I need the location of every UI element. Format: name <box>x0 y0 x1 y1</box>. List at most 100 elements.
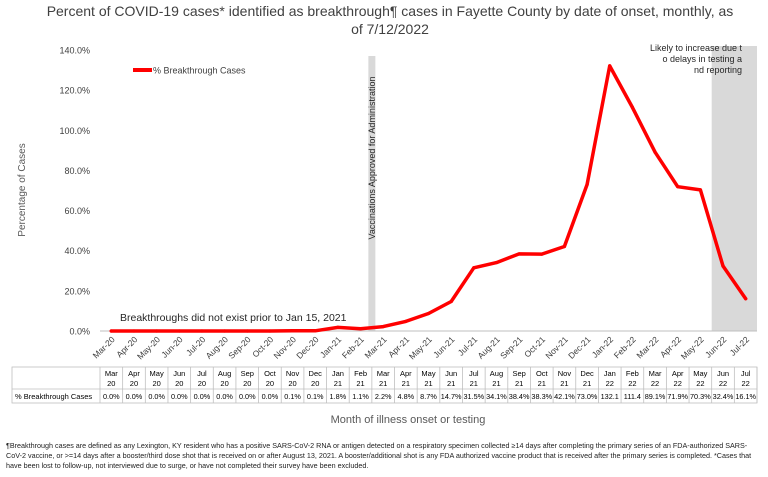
table-column-header: Jun 22 <box>717 369 729 388</box>
table-cell-value: 71.9% <box>667 392 688 401</box>
x-tick-label: Jun-22 <box>703 334 729 360</box>
breakthrough-annotation: Breakthroughs did not exist prior to Jan… <box>120 312 347 324</box>
table-header-year: 21 <box>538 379 546 388</box>
table-column-header: Jun 20 <box>173 369 185 388</box>
table-header-year: 21 <box>492 379 500 388</box>
data-point <box>562 244 567 249</box>
table-column-header: Apr 20 <box>128 369 140 388</box>
table-header-year: 21 <box>515 379 523 388</box>
table-header-year: 21 <box>583 379 591 388</box>
data-point <box>132 329 136 333</box>
table-header-month: Apr <box>672 369 684 378</box>
table-column-header: May 22 <box>693 369 707 388</box>
table-column-header: Mar 22 <box>649 369 662 388</box>
table-header-month: Jun <box>717 369 729 378</box>
table-header-month: Mar <box>377 369 390 378</box>
x-tick-label: Jan-22 <box>590 334 616 360</box>
data-point <box>109 329 113 333</box>
table-cell-value: 0.0% <box>126 392 143 401</box>
x-tick-label: Jul-22 <box>728 334 752 358</box>
table-cell-value: 0.0% <box>103 392 120 401</box>
y-tick-label: 120.0% <box>59 86 90 96</box>
x-tick-label: Mar-21 <box>362 334 388 360</box>
table-header-year: 22 <box>696 379 704 388</box>
table-header-month: Dec <box>309 369 323 378</box>
table-header-year: 20 <box>198 379 206 388</box>
table-header-year: 21 <box>560 379 568 388</box>
table-cell-value: 1.8% <box>330 392 347 401</box>
table-header-year: 22 <box>651 379 659 388</box>
table-header-year: 21 <box>424 379 432 388</box>
table-header-year: 22 <box>606 379 614 388</box>
table-cell-value: 0.0% <box>194 392 211 401</box>
vaccination-marker-bar <box>368 56 376 331</box>
table-cell-value: 16.1% <box>735 392 756 401</box>
table-column-header: May 20 <box>150 369 164 388</box>
table-header-month: Jul <box>197 369 207 378</box>
x-tick-label: Aug-20 <box>204 334 231 361</box>
data-point <box>494 260 499 265</box>
data-point <box>268 329 272 333</box>
table-row-header: % Breakthrough Cases <box>15 392 92 401</box>
table-cell-value: 2.2% <box>375 392 392 401</box>
table-header-month: Oct <box>536 369 549 378</box>
table-header-year: 20 <box>288 379 296 388</box>
table-header-year: 20 <box>152 379 160 388</box>
table-column-header: Apr 22 <box>672 369 684 388</box>
table-column-header: Nov 20 <box>286 369 300 388</box>
table-header-year: 20 <box>175 379 183 388</box>
table-column-header: Sep 20 <box>241 369 254 388</box>
data-point <box>585 182 589 187</box>
table-column-header: Jul 22 <box>741 369 751 388</box>
data-point <box>472 266 476 270</box>
table-header-month: Nov <box>286 369 300 378</box>
table-header-month: Jul <box>741 369 751 378</box>
table-header-month: Jun <box>173 369 185 378</box>
table-header-month: Sep <box>241 369 254 378</box>
data-point <box>313 329 317 333</box>
data-point <box>744 297 748 301</box>
x-tick-label: Oct-21 <box>522 334 547 359</box>
y-tick-label: 80.0% <box>64 166 90 176</box>
series-line-breakthrough <box>109 64 748 333</box>
shaded-note-line: o delays in testing a <box>662 54 742 64</box>
table-column-header: Aug 21 <box>490 369 503 388</box>
data-point <box>630 105 634 110</box>
table-cell-value: 31.5% <box>463 392 484 401</box>
table-cell-value: 132.1 <box>601 392 619 401</box>
x-tick-label: Jun-21 <box>431 334 457 360</box>
vaccination-annotation: Vaccinations Approved for Administration <box>367 77 377 240</box>
x-tick-label: Sep-20 <box>226 334 253 361</box>
table-cell-value: 0.0% <box>171 392 188 401</box>
data-point <box>698 188 702 192</box>
x-axis-title: Month of illness onset or testing <box>331 414 486 426</box>
x-tick-label: May-22 <box>679 334 706 361</box>
table-header-month: Mar <box>105 369 118 378</box>
table-cell-value: 0.1% <box>307 392 324 401</box>
table-cell-value: 38.3% <box>531 392 552 401</box>
data-point <box>540 252 544 256</box>
y-tick-label: 40.0% <box>64 246 90 256</box>
x-tick-label: Jan-21 <box>318 334 344 360</box>
x-tick-label: Mar-20 <box>91 334 117 360</box>
x-tick-label: Mar-22 <box>634 334 660 360</box>
x-tick-label: Sep-21 <box>498 334 525 361</box>
table-cell-value: 42.1% <box>554 392 575 401</box>
table-header-year: 22 <box>674 379 682 388</box>
table-column-header: Aug 20 <box>218 369 231 388</box>
data-point <box>449 299 453 304</box>
table-cell-value: 0.0% <box>216 392 233 401</box>
data-point <box>608 64 612 68</box>
table-header-month: Feb <box>626 369 639 378</box>
x-tick-label: May-20 <box>135 334 162 361</box>
table-cell-value: 34.1% <box>486 392 507 401</box>
table-header-year: 21 <box>356 379 364 388</box>
table-header-month: Jan <box>332 369 344 378</box>
table-header-year: 21 <box>447 379 455 388</box>
x-tick-label: Jun-20 <box>159 334 185 360</box>
table-header-month: Dec <box>580 369 594 378</box>
table-header-month: Jan <box>604 369 616 378</box>
table-column-header: Jan 22 <box>604 369 616 388</box>
